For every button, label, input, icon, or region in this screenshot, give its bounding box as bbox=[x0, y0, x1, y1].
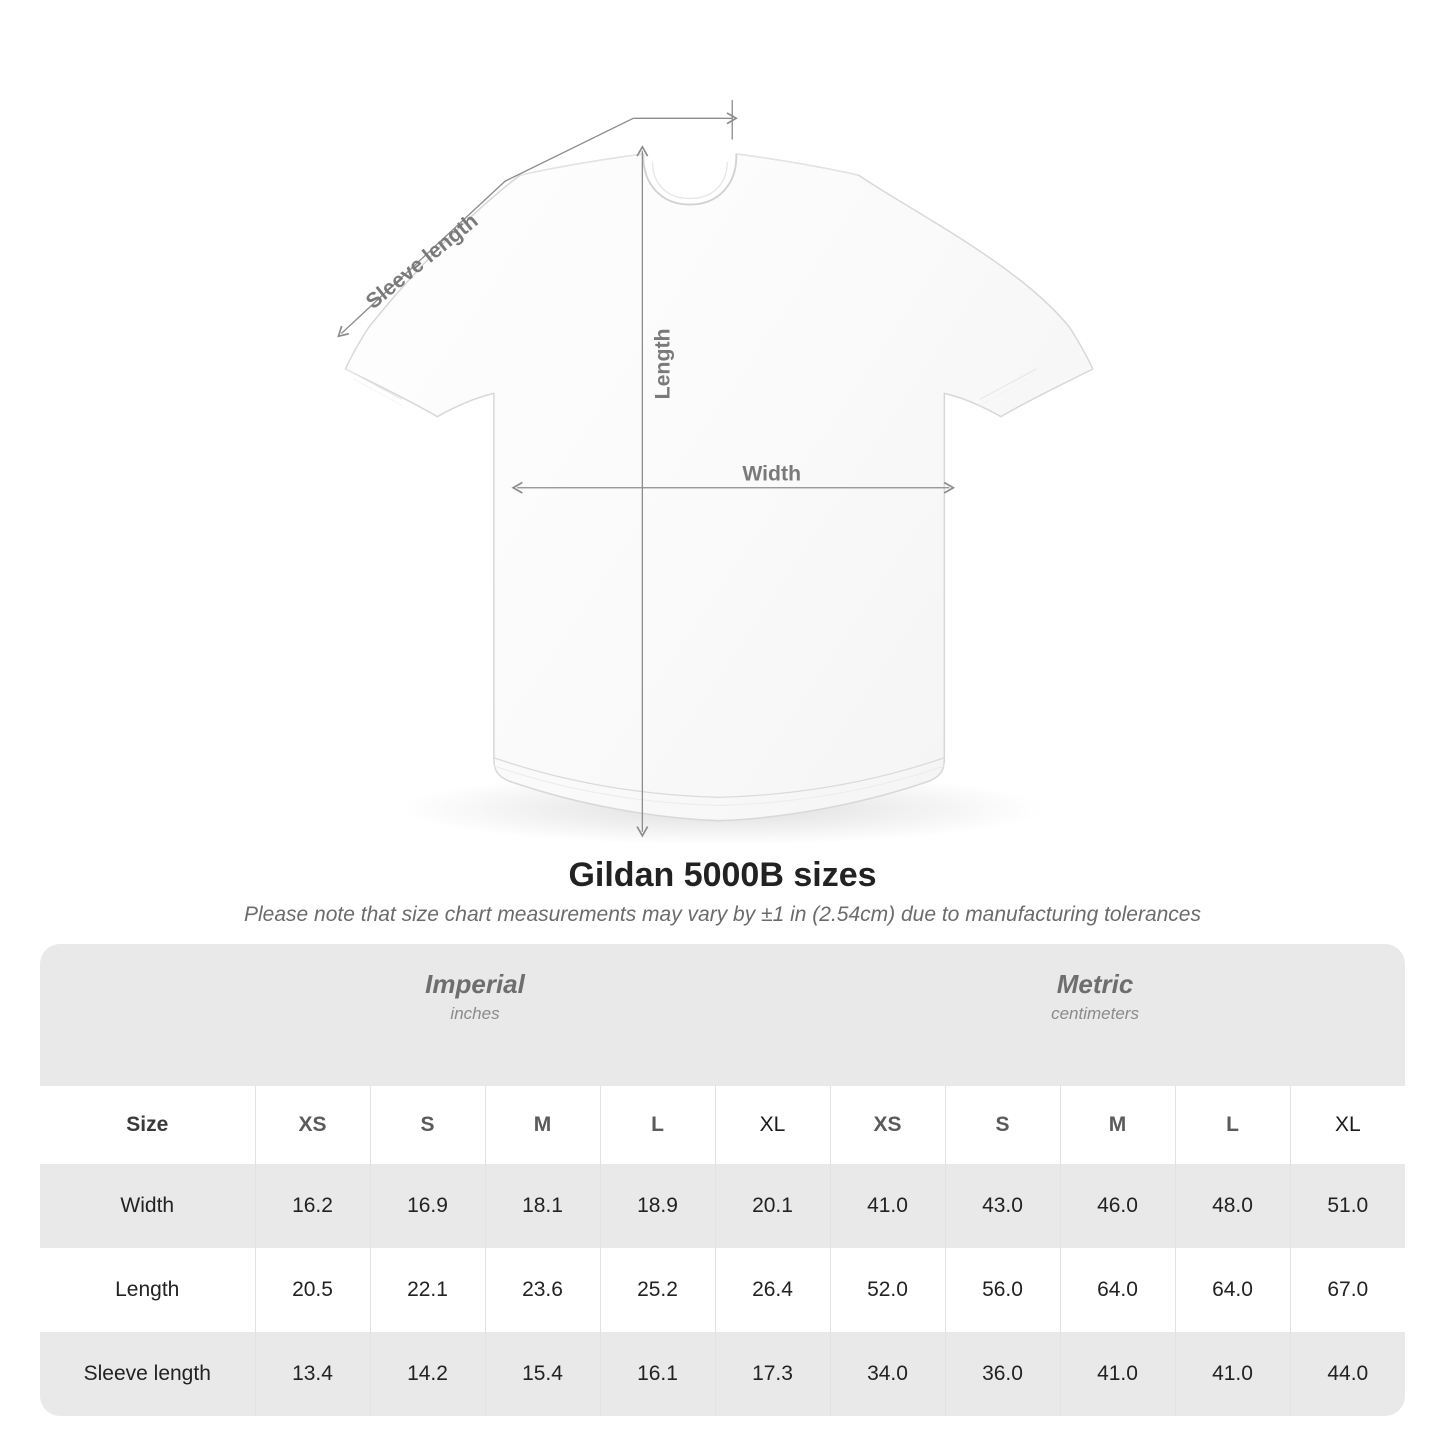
svg-text:Length: Length bbox=[651, 328, 675, 399]
svg-text:Width: Width bbox=[742, 462, 801, 486]
